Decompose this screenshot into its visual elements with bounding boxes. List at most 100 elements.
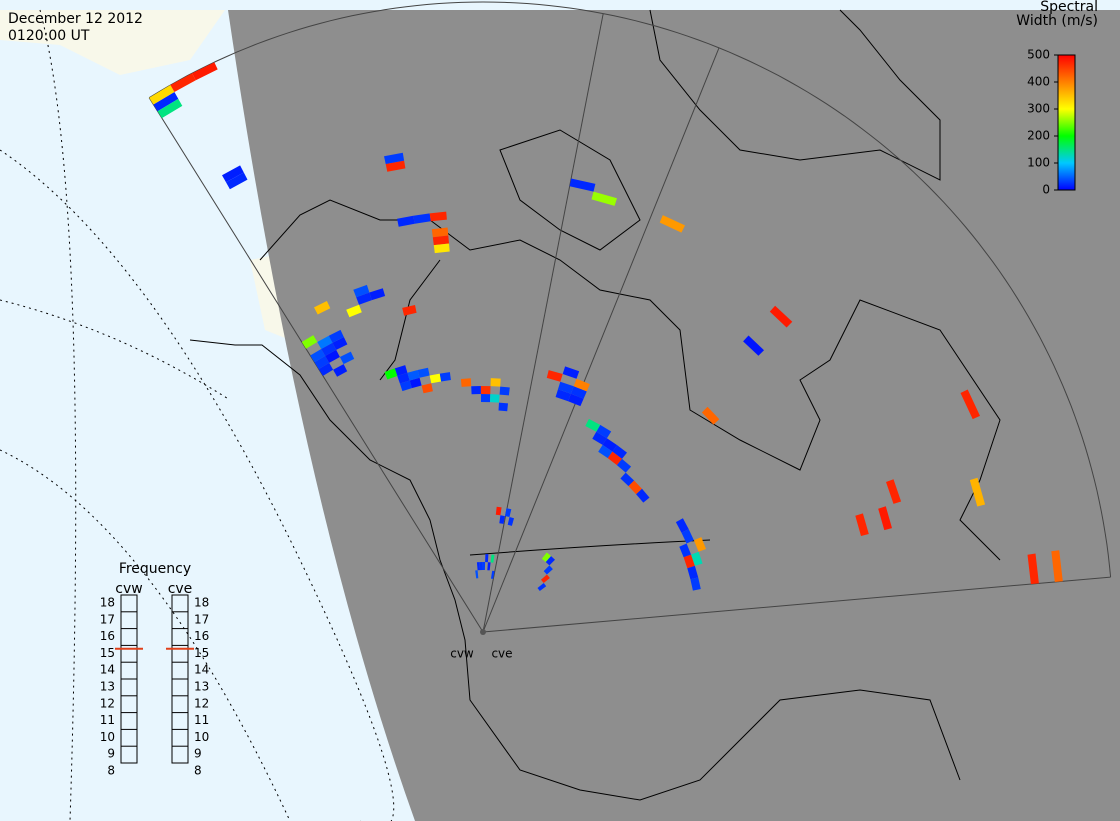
echo-cell (491, 570, 495, 579)
echo-cell (429, 211, 447, 222)
echo-cell (487, 562, 491, 571)
colorbar-tick-label: 0 (1042, 183, 1050, 197)
echo-cell (960, 389, 980, 420)
echo-cell (596, 424, 612, 439)
graticule (0, 9, 395, 821)
frequency-tick-label: 9 (194, 747, 202, 761)
echo-cell (433, 243, 450, 254)
echo-cell (397, 215, 415, 227)
echo-cell (1027, 553, 1039, 585)
echo-cell (417, 367, 430, 378)
echo-cell (475, 570, 479, 579)
echo-cell (659, 215, 685, 233)
echo-cell (568, 393, 584, 407)
echo-cell (598, 444, 613, 459)
echo-cell (592, 431, 607, 445)
echo-cell (499, 386, 510, 396)
echo-cell (541, 552, 551, 562)
echo-cell (499, 515, 505, 524)
fov-edge (148, 97, 484, 633)
echo-cell (421, 383, 433, 394)
radar-label: cve (491, 647, 512, 661)
echo-cell (482, 562, 486, 570)
colorbar-tick-label: 300 (1027, 102, 1050, 116)
echo-cell (480, 394, 491, 403)
echo-cell (693, 537, 706, 552)
echo-cell (325, 349, 340, 363)
colorbar-tick-label: 200 (1027, 129, 1050, 143)
frequency-tick-label: 14 (194, 663, 209, 677)
echo-cell (317, 335, 333, 349)
frequency-tick-label: 12 (194, 696, 209, 710)
echo-cell (555, 389, 571, 402)
fov-arc (148, 1, 1112, 578)
echo-cell (157, 98, 183, 119)
frequency-tick-label: 8 (107, 764, 115, 778)
echo-cell (681, 529, 694, 544)
echo-cell (602, 438, 618, 452)
echo-cell (612, 445, 627, 459)
echo-cell (346, 304, 362, 318)
echo-cell (855, 513, 869, 536)
echo-cell (878, 506, 892, 531)
echo-cell (328, 329, 344, 343)
frequency-tick-label: 11 (100, 713, 115, 727)
frequency-radar-label: cvw (115, 581, 142, 597)
echo-cell (413, 213, 431, 224)
echo-cell (397, 372, 410, 384)
colorbar (1057, 54, 1076, 191)
echo-cell (683, 554, 695, 569)
echo-cell (402, 305, 417, 316)
frequency-tick-label: 16 (100, 629, 115, 643)
colorbar-tick-label: 400 (1027, 75, 1050, 89)
echo-cell (301, 335, 318, 349)
echo-cell (505, 508, 512, 517)
frequency-panel: cvw89101112131415161718cve89101112131415… (100, 581, 210, 778)
echo-cell (480, 386, 491, 395)
colorbar-title: Spectral (1040, 0, 1098, 15)
frequency-tick-label: 10 (194, 730, 209, 744)
echo-cell (332, 337, 348, 350)
echo-cell (384, 368, 398, 380)
echo-cell (543, 565, 553, 575)
colorbar-ticks: 0 100 200 300 400 500 (1027, 48, 1058, 197)
frequency-radar-label: cve (168, 581, 193, 597)
echo-cell (569, 178, 596, 192)
frequency-tick-label: 9 (107, 747, 115, 761)
frequency-tick-label: 14 (100, 663, 115, 677)
coastline (499, 129, 641, 251)
frequency-tick-label: 18 (100, 596, 115, 610)
echo-cell (431, 227, 449, 238)
echo-cell (192, 62, 218, 81)
frequency-tick-label: 11 (194, 713, 209, 727)
echo-cell (545, 556, 555, 566)
echo-cell (886, 479, 902, 504)
frequency-tick-label: 10 (100, 730, 115, 744)
echo-cell (743, 335, 764, 356)
echo-cell (407, 370, 420, 381)
echo-cell (385, 160, 406, 172)
echo-cell (226, 172, 248, 190)
radar-fov (148, 1, 1112, 633)
echo-cell (314, 301, 331, 315)
fov-edge (482, 47, 720, 633)
fov-edge (482, 13, 604, 633)
echo-cell (546, 370, 563, 382)
echo-cell (769, 305, 793, 328)
echo-cell (485, 554, 489, 563)
echo-cell (353, 284, 370, 298)
echo-cell (498, 402, 508, 412)
frequency-tick-label: 8 (194, 764, 202, 778)
night-region (228, 10, 1120, 821)
echo-cell (369, 288, 386, 301)
graticule-line (39, 9, 77, 821)
frequency-tick-label: 17 (100, 612, 115, 626)
fov-edge (482, 576, 1111, 633)
echo-cell (591, 191, 617, 206)
frequency-tick-label: 13 (100, 680, 115, 694)
radar-label: cvw (450, 647, 474, 661)
echo-cell (310, 349, 326, 363)
echo-cell (507, 517, 514, 526)
